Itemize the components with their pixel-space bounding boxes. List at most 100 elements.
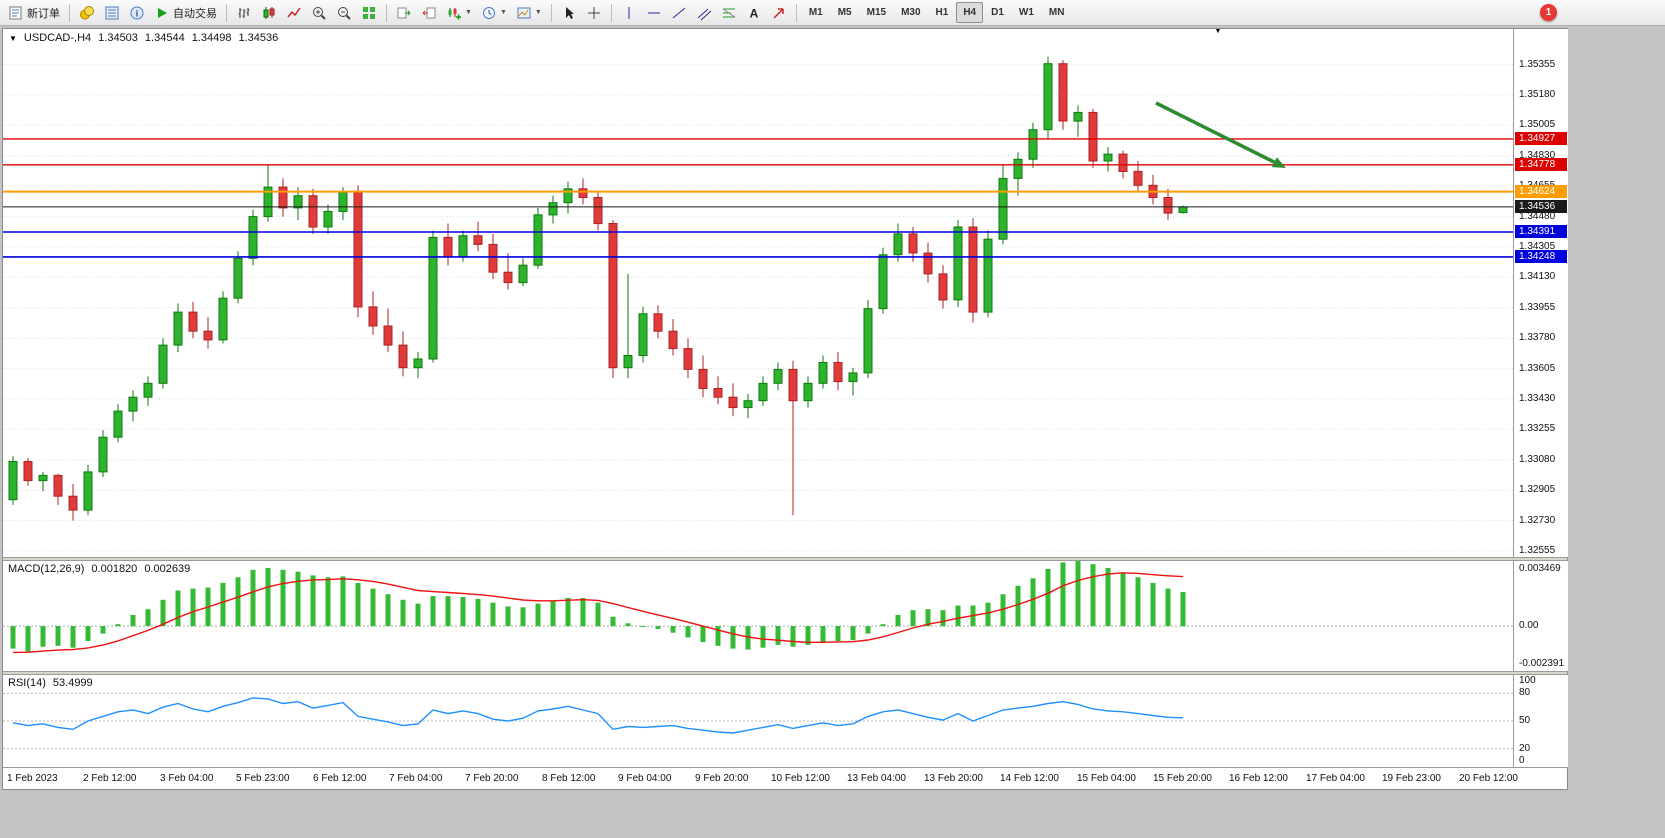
chevron-down-icon: ▼ [534,9,542,16]
new-chart-dropdown[interactable]: ▼ [442,2,476,23]
time-axis-label: 7 Feb 20:00 [465,773,519,784]
rsi-name: RSI(14) [8,677,46,689]
time-axis-label: 17 Feb 04:00 [1306,773,1365,784]
cross-icon [587,6,600,19]
vertical-line-button[interactable] [617,2,641,23]
arrowobj-icon [773,7,784,19]
horizontal-line-button[interactable] [642,2,666,23]
templates-dropdown[interactable]: ▼ [512,2,546,23]
info-icon: i [130,6,144,19]
tline-icon [672,7,686,18]
shift-icon [422,7,436,18]
price-axis-label: 1.33255 [1519,423,1556,434]
price-axis-label: 1.33780 [1519,332,1556,343]
macd-pane[interactable]: MACD(12,26,9) 0.001820 0.002639 [3,561,1513,671]
macd-axis[interactable]: 0.003469 0.00 -0.002391 [1513,561,1568,671]
main-toolbar: 新订单 i 自动交易 ▼ ▼ ▼ A M1 M5 M15 M30 H1 H4 D1 W1 MN [0,0,1665,26]
price-pane[interactable]: ▼ USDCAD-,H4 1.34503 1.34544 1.34498 1.3… [3,29,1513,557]
price-axis-label: 1.32555 [1519,545,1556,556]
chevron-down-icon: ▼ [465,9,472,16]
rsi-indicator-label: RSI(14) 53.4999 [8,677,93,689]
timeframe-M1[interactable]: M1 [808,7,823,18]
timeframe-H4[interactable]: H4 [956,2,984,23]
pane-splitter-macd[interactable] [3,557,1567,561]
fibonacci-button[interactable] [717,2,741,23]
coins-icon [80,5,94,19]
zoom-in-button[interactable] [307,2,331,23]
tile-windows-button[interactable] [357,2,381,23]
text-button[interactable]: A [742,2,766,23]
arrows-button[interactable] [767,2,791,23]
time-axis-label: 13 Feb 20:00 [924,773,983,784]
chart-shift-button[interactable] [417,2,441,23]
timeframe-M15[interactable]: M15 [866,7,887,18]
timeframe-M30[interactable]: M30 [901,7,921,18]
time-axis-label: 3 Feb 04:00 [160,773,214,784]
toolbar-separator [226,3,227,22]
timeframe-M5[interactable]: M5 [837,7,852,18]
timeframe-W1[interactable]: W1 [1018,7,1034,18]
pane-splitter-rsi[interactable] [3,671,1567,675]
rsi-pane[interactable]: RSI(14) 53.4999 [3,675,1513,767]
timeframe-D1[interactable]: D1 [991,7,1004,18]
newchart-icon [448,7,461,19]
macd-name: MACD(12,26,9) [8,563,85,575]
bars-icon [238,7,250,18]
crosshair-button[interactable] [582,2,606,23]
candles-icon [263,6,275,19]
time-axis-label: 8 Feb 12:00 [542,773,596,784]
candlestick-plot [3,56,1513,552]
auto-scroll-button[interactable] [392,2,416,23]
time-axis-label: 15 Feb 20:00 [1153,773,1212,784]
price-axis-label: 1.35180 [1519,89,1556,100]
notification-badge[interactable]: 1 [1540,4,1557,21]
macd-indicator-label: MACD(12,26,9) 0.001820 0.002639 [8,563,190,575]
new-order-button[interactable]: 新订单 [4,2,64,23]
profiles-dropdown[interactable]: ▼ [477,2,511,23]
metaeditor-button[interactable] [75,2,99,23]
trend-arrow-annotation[interactable] [1155,101,1286,168]
rsi-axis-label: 0 [1519,755,1525,766]
channel-icon [697,8,712,20]
hline-icon [647,12,660,13]
time-axis-label: 6 Feb 12:00 [313,773,367,784]
rsi-axis-label: 50 [1519,715,1531,726]
cursor-button[interactable] [557,2,581,23]
bar-open-value: 1.34503 [98,32,138,44]
time-axis-label: 7 Feb 04:00 [389,773,443,784]
price-axis-label: 1.33605 [1519,363,1556,374]
one-click-collapse-icon[interactable]: ▼ [9,33,17,43]
chart-candles-button[interactable] [257,2,281,23]
chart-line-button[interactable] [282,2,306,23]
price-tag: 1.34624 [1515,185,1567,198]
macd-axis-label: 0.003469 [1519,563,1561,574]
time-axis-label: 14 Feb 12:00 [1000,773,1059,784]
equidistant-channel-button[interactable] [692,2,716,23]
rsi-plot [3,692,1513,750]
time-axis[interactable]: 1 Feb 2023 2 Feb 12:00 3 Feb 04:00 5 Feb 23… [3,767,1567,789]
price-tag: 1.34536 [1515,200,1567,213]
time-axis-label: 9 Feb 20:00 [695,773,749,784]
zoomout-icon [338,6,351,20]
bar-close-value: 1.34536 [238,32,279,44]
trendline-button[interactable] [667,2,691,23]
svg-text:A: A [749,6,758,20]
bar-high-value: 1.34544 [144,32,185,44]
timeframe-H1[interactable]: H1 [935,7,949,18]
data-window-button[interactable]: i [125,2,149,23]
macd-value: 0.001820 [91,563,138,575]
market-watch-button[interactable] [100,2,124,23]
macd-axis-label: 0.00 [1519,620,1539,631]
chart-bars-button[interactable] [232,2,256,23]
chart-shift-marker[interactable]: ▼ [1213,29,1223,36]
rsi-axis[interactable]: 100 80 50 20 0 [1513,675,1568,767]
autotrade-button[interactable]: 自动交易 [150,2,221,23]
rsi-axis-label: 80 [1519,687,1531,698]
zoom-out-button[interactable] [332,2,356,23]
time-axis-label: 1 Feb 2023 [7,773,58,784]
price-axis[interactable]: 1.353551.351801.350051.348301.346551.344… [1513,29,1568,557]
timeframe-MN[interactable]: MN [1048,7,1065,18]
time-axis-label: 9 Feb 04:00 [618,773,672,784]
tile-icon [363,6,375,19]
chart-window: ▼ USDCAD-,H4 1.34503 1.34544 1.34498 1.3… [2,28,1568,790]
